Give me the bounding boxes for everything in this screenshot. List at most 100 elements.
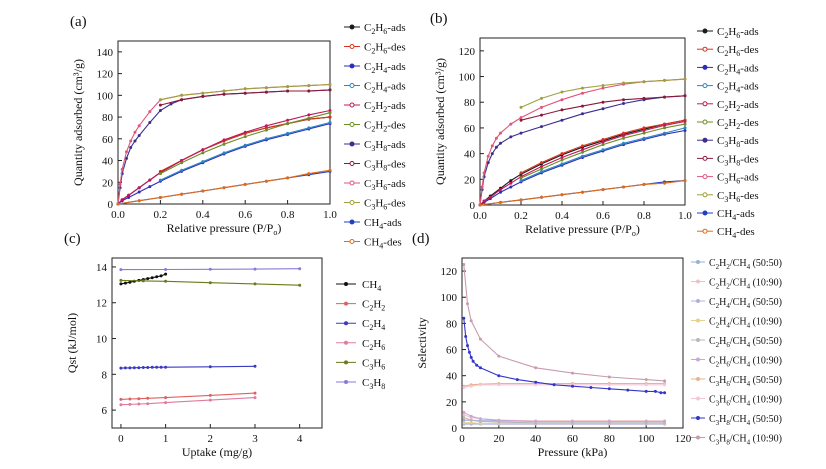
x-tick-label: 1 [163, 433, 169, 445]
text-span: 4 [383, 86, 387, 95]
text-span: 8 [726, 439, 730, 447]
text-span: o [273, 228, 277, 237]
text-span: CH [717, 226, 732, 238]
series-C3H6/CH4 (10:90) [462, 383, 667, 389]
y-tick-label: 20 [446, 397, 458, 409]
text-span: H [728, 190, 736, 202]
data-point [663, 131, 666, 135]
panel-b: (b) 0.0 0.2 0.4 0.6 0.8 1.0 0 20 40 60 80 100 120 Rela… [430, 11, 759, 240]
data-point [622, 136, 625, 140]
x-tick-label: 0.2 [154, 209, 168, 221]
data-point [683, 126, 687, 130]
series-C2H4-ads (2) [158, 121, 332, 182]
data-point [158, 178, 162, 182]
text-span: H [719, 434, 726, 445]
data-point [560, 152, 564, 156]
data-point [601, 84, 605, 87]
data-point [307, 84, 311, 88]
text-span: C [364, 120, 371, 132]
text-span: -des [740, 190, 758, 202]
data-point [622, 102, 625, 105]
legend-label: C2H4/CH4 (50:50) [709, 297, 782, 310]
data-point [120, 198, 124, 202]
text-span: H [375, 178, 383, 190]
data-point [581, 148, 584, 152]
data-point [519, 179, 523, 183]
data-point [486, 154, 490, 158]
text-span: 2 [736, 104, 740, 113]
data-point [253, 396, 257, 400]
text-span: 4 [732, 213, 736, 222]
data-point [208, 393, 212, 397]
series-C2H4-ads [478, 129, 687, 207]
data-point [146, 396, 150, 400]
panel-d: (d) 0 20 40 60 80 100 120 0 20 40 60 80 100 120 Pressur… [412, 231, 782, 459]
text-span: 4 [381, 323, 385, 332]
text-span: 2 [716, 361, 720, 369]
y-tick-label: 20 [102, 177, 114, 189]
data-point [158, 109, 162, 112]
series-C3H6-des [519, 77, 687, 109]
x-tick-label: 0.6 [238, 209, 252, 221]
data-point [480, 185, 484, 189]
data-point [180, 159, 184, 162]
data-point [581, 86, 584, 90]
x-tick-label: 60 [567, 433, 579, 445]
legend-marker [696, 318, 700, 323]
panel-a: (a) 0.0 0.2 0.4 0.6 0.8 1.0 0 20 40 60 80 100 120 140 R… [70, 14, 406, 251]
data-point [497, 418, 501, 422]
data-point [469, 319, 473, 323]
text-span: -des [740, 153, 758, 165]
data-point [499, 141, 502, 145]
data-point [159, 365, 163, 369]
text-span: 3 [716, 439, 720, 447]
text-span: C [709, 297, 716, 308]
data-point [499, 131, 502, 135]
text-span: -des [383, 237, 401, 249]
data-point [540, 170, 543, 174]
panel-label: (b) [430, 11, 448, 27]
data-point [137, 199, 141, 203]
legend-label: C2H6/CH4 (50:50) [709, 336, 782, 349]
text-span: 6 [736, 31, 740, 40]
legend-label: C3H8/CH4 (50:50) [709, 414, 782, 427]
y-tick-label: 40 [446, 371, 458, 383]
data-point [519, 105, 523, 109]
text-span: 6 [736, 49, 740, 58]
legend-marker [349, 63, 355, 69]
series-C2H4-ads [116, 122, 332, 206]
data-point [540, 125, 543, 129]
y-tick-label: 80 [464, 97, 476, 109]
y-tick-label: 10 [96, 334, 108, 346]
data-point [581, 154, 584, 158]
text-span: 3 [724, 177, 728, 186]
data-point [663, 181, 666, 185]
text-span: H [375, 198, 383, 210]
y-tick-label: 8 [102, 369, 108, 381]
data-point [148, 178, 152, 182]
data-point [253, 267, 257, 271]
x-tick-label: 0.6 [596, 210, 610, 222]
text-span: H [719, 356, 726, 367]
data-point [307, 89, 311, 93]
text-span: -des [387, 159, 405, 171]
data-point [534, 366, 538, 370]
data-point [607, 420, 611, 423]
data-point [201, 160, 205, 164]
text-span: 4 [747, 263, 751, 271]
x-axis-label: Pressure (kPa) [538, 445, 608, 459]
data-point [683, 77, 687, 81]
data-point [208, 398, 212, 402]
data-point [581, 104, 584, 108]
text-span: H [728, 172, 736, 184]
data-point [222, 151, 226, 155]
text-span: 2 [716, 263, 720, 271]
data-point [243, 135, 247, 139]
text-span: 8 [381, 382, 385, 391]
data-point [663, 379, 667, 383]
text-span: -ads [740, 172, 758, 184]
data-point [222, 89, 226, 93]
data-point [644, 383, 648, 387]
legend-marker [349, 219, 355, 225]
